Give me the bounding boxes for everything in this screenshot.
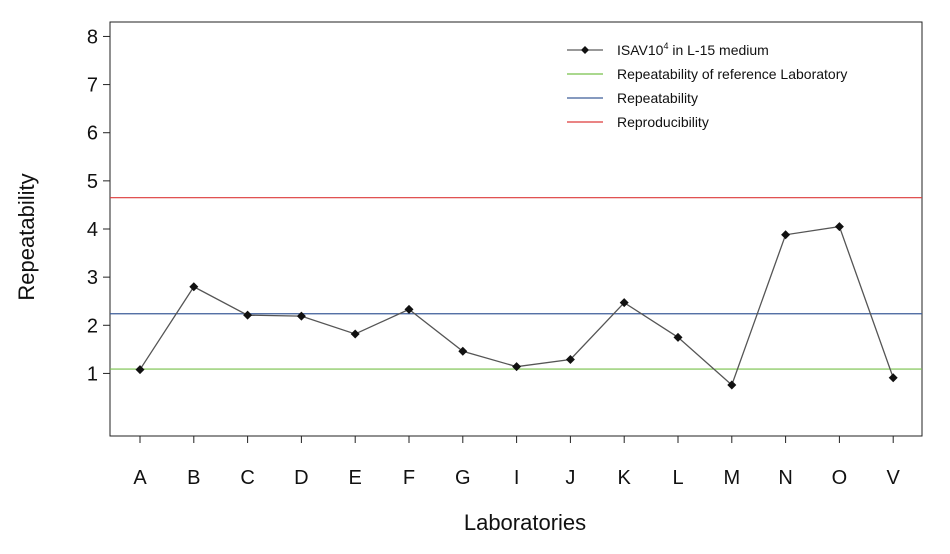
- plot-frame: [109, 21, 923, 437]
- x-tick-label: B: [187, 467, 200, 489]
- data-point: [619, 298, 629, 308]
- x-tick-label: M: [723, 467, 740, 489]
- x-tick-label: D: [294, 467, 308, 489]
- data-point: [350, 329, 360, 339]
- y-tick-label: 2: [87, 315, 98, 337]
- legend-marker-isav: [581, 46, 589, 54]
- y-tick-label: 1: [87, 363, 98, 385]
- x-tick-label: N: [778, 467, 792, 489]
- series-line: [139, 225, 894, 387]
- y-tick-label: 6: [87, 123, 98, 145]
- legend-label-ref-lab: Repeatability of reference Laboratory: [617, 66, 847, 82]
- data-point: [458, 346, 468, 356]
- x-tick-label: V: [887, 467, 901, 489]
- legend-label-isav: ISAV104 in L-15 medium: [617, 41, 769, 58]
- x-tick-label: G: [455, 467, 471, 489]
- y-axis-title: Repeatability: [14, 173, 39, 300]
- data-point: [834, 222, 844, 232]
- data-point: [135, 365, 145, 375]
- x-tick-label: K: [618, 467, 632, 489]
- legend-label-repeatability: Repeatability: [617, 90, 698, 106]
- series-group: [135, 222, 898, 390]
- x-tick-label: E: [349, 467, 362, 489]
- x-tick-label: O: [832, 467, 848, 489]
- x-tick-label: A: [133, 467, 147, 489]
- y-axis: 1 2 3 4 5 6 7 8: [87, 26, 110, 385]
- data-point: [727, 380, 737, 390]
- data-point: [404, 304, 414, 314]
- data-point: [888, 373, 898, 383]
- data-point: [243, 310, 253, 320]
- x-axis-title: Laboratories: [464, 510, 586, 535]
- data-point: [512, 362, 522, 372]
- y-tick-label: 8: [87, 26, 98, 48]
- x-tick-label: L: [672, 467, 683, 489]
- x-tick-label: F: [403, 467, 415, 489]
- reference-lines: [110, 197, 922, 370]
- y-tick-label: 4: [87, 219, 98, 241]
- data-point: [296, 311, 306, 321]
- legend: ISAV104 in L-15 medium Repeatability of …: [567, 41, 847, 130]
- x-tick-label: J: [565, 467, 575, 489]
- data-point: [189, 282, 199, 292]
- y-tick-label: 5: [87, 171, 98, 193]
- y-tick-label: 7: [87, 75, 98, 97]
- y-tick-label: 3: [87, 267, 98, 289]
- x-tick-label: I: [514, 467, 520, 489]
- legend-label-reproducibility: Reproducibility: [617, 114, 709, 130]
- x-tick-label: C: [240, 467, 254, 489]
- data-point: [673, 332, 683, 342]
- data-point: [565, 354, 575, 364]
- data-point: [781, 230, 791, 240]
